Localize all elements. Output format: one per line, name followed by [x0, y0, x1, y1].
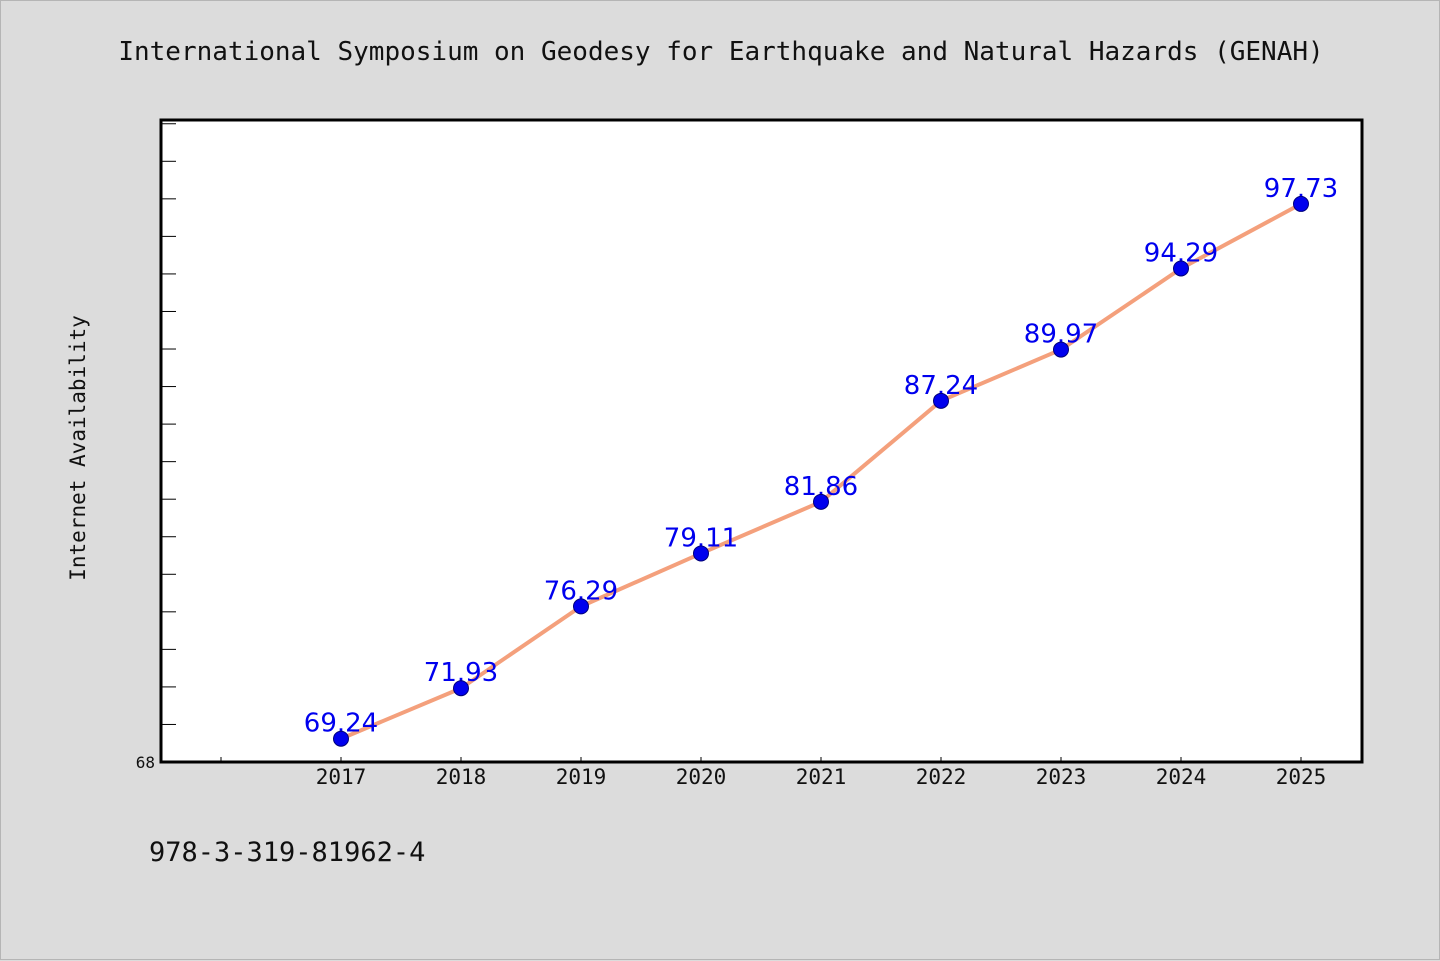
- plot-area: [161, 120, 1362, 762]
- x-tick-label: 2019: [556, 765, 607, 789]
- x-tick-label: 2022: [916, 765, 967, 789]
- data-point: [333, 730, 349, 747]
- x-tick-label: 2020: [676, 765, 727, 789]
- isbn-footnote: 978-3-319-81962-4: [149, 837, 426, 868]
- x-tick-label: 2018: [436, 765, 487, 789]
- x-tick-label: 2024: [1156, 765, 1207, 789]
- data-point: [1053, 341, 1069, 358]
- x-tick-label: 2025: [1276, 765, 1327, 789]
- x-tick-label: 2017: [316, 765, 367, 789]
- data-point: [693, 545, 709, 562]
- data-point: [573, 598, 589, 615]
- data-point: [813, 493, 829, 510]
- data-point: [1173, 260, 1189, 277]
- x-tick-label: 2021: [796, 765, 847, 789]
- x-tick-label: 2023: [1036, 765, 1087, 789]
- data-point: [453, 680, 469, 697]
- chart-title: International Symposium on Geodesy for E…: [118, 37, 1324, 67]
- data-point: [1293, 195, 1309, 212]
- data-point: [933, 392, 949, 409]
- y-tick-label: 68: [136, 753, 155, 772]
- plot-frame: [159, 118, 1364, 764]
